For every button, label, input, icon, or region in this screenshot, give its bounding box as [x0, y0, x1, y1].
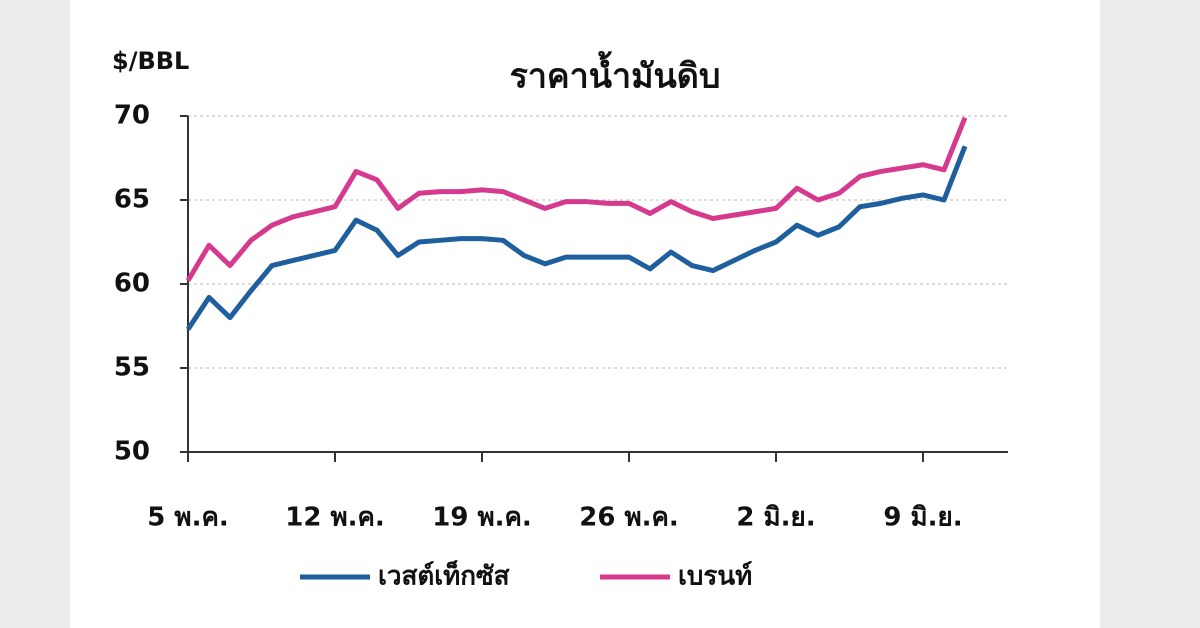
legend-label: เบรนท์: [678, 561, 752, 592]
chart-title: ราคาน้ำมันดิบ: [510, 51, 721, 97]
y-tick-label: 65: [114, 185, 150, 215]
panel: [70, 0, 1100, 628]
x-tick-label: 2 มิ.ย.: [736, 503, 815, 533]
series-line: [185, 145, 968, 331]
legend-label: เวสต์เท็กซัส: [378, 560, 510, 592]
x-tick-label: 26 พ.ค.: [579, 503, 679, 533]
x-tick-label: 9 มิ.ย.: [883, 503, 962, 533]
y-tick-label: 70: [114, 101, 150, 131]
x-tick-label: 5 พ.ค.: [147, 503, 228, 533]
y-tick-label: 50: [114, 437, 150, 467]
x-tick-label: 19 พ.ค.: [432, 503, 532, 533]
y-axis-label: $/BBL: [112, 47, 189, 75]
y-tick-label: 55: [114, 353, 150, 383]
x-tick-label: 12 พ.ค.: [285, 503, 385, 533]
y-tick-label: 60: [114, 269, 150, 299]
series-line: [185, 116, 968, 282]
